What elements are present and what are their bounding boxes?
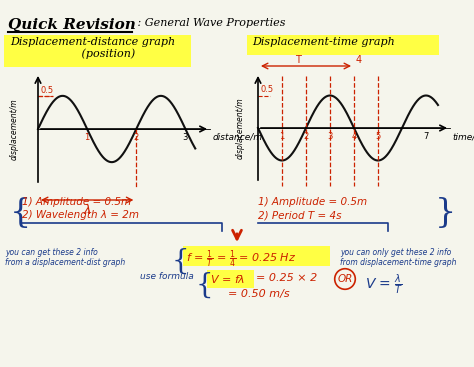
Text: Displacement-time graph: Displacement-time graph [252, 37, 395, 47]
Text: = 0.25 × 2: = 0.25 × 2 [256, 273, 317, 283]
Text: 2: 2 [303, 132, 309, 141]
Text: 4: 4 [356, 55, 362, 65]
FancyBboxPatch shape [183, 246, 330, 266]
Text: 2: 2 [134, 133, 139, 142]
Text: 1) Amplitude = 0.5m: 1) Amplitude = 0.5m [22, 197, 131, 207]
Text: Displacement-distance graph
         (position): Displacement-distance graph (position) [10, 37, 175, 59]
Text: 1: 1 [279, 132, 284, 141]
Text: distance/m: distance/m [213, 133, 263, 142]
Text: OR: OR [337, 274, 353, 284]
Text: {: { [10, 197, 31, 229]
Text: {: { [196, 272, 214, 299]
Text: 1: 1 [84, 133, 90, 142]
Text: 2) Wavelength λ = 2m: 2) Wavelength λ = 2m [22, 210, 139, 220]
FancyBboxPatch shape [4, 35, 191, 67]
Text: time/s: time/s [452, 132, 474, 141]
Text: 3: 3 [328, 132, 333, 141]
Text: from a displacement-dist graph: from a displacement-dist graph [5, 258, 125, 267]
Text: : General Wave Properties: : General Wave Properties [134, 18, 285, 28]
Text: you can only get these 2 info: you can only get these 2 info [340, 248, 451, 257]
FancyBboxPatch shape [207, 270, 254, 288]
Text: V = f$\lambda$: V = f$\lambda$ [210, 273, 246, 285]
Text: displacement/m: displacement/m [236, 97, 245, 159]
Text: T: T [295, 55, 301, 65]
Text: 0.5: 0.5 [41, 86, 54, 95]
Text: 1) Amplitude = 0.5m: 1) Amplitude = 0.5m [258, 197, 367, 207]
Text: $\lambda$: $\lambda$ [83, 203, 91, 217]
Text: f = $\frac{1}{T}$ = $\frac{1}{4}$ = 0.25 Hz: f = $\frac{1}{T}$ = $\frac{1}{4}$ = 0.25… [186, 249, 296, 270]
Text: = 0.50 m/s: = 0.50 m/s [228, 289, 290, 299]
Text: you can get these 2 info: you can get these 2 info [5, 248, 98, 257]
Text: 4: 4 [351, 132, 356, 141]
Text: 7: 7 [423, 132, 428, 141]
Text: V = $\frac{\lambda}{T}$: V = $\frac{\lambda}{T}$ [365, 272, 403, 296]
Text: 0.5: 0.5 [261, 86, 274, 94]
Text: 3: 3 [183, 133, 188, 142]
FancyBboxPatch shape [247, 35, 439, 55]
Text: {: { [172, 248, 190, 275]
Text: 2) Period T = 4s: 2) Period T = 4s [258, 210, 341, 220]
Text: Quick Revision: Quick Revision [8, 18, 136, 32]
Text: 5: 5 [375, 132, 381, 141]
Text: from displacement-time graph: from displacement-time graph [340, 258, 456, 267]
Text: use formula: use formula [140, 272, 194, 281]
Text: }: } [435, 197, 456, 229]
Text: displacement/m: displacement/m [9, 98, 18, 160]
